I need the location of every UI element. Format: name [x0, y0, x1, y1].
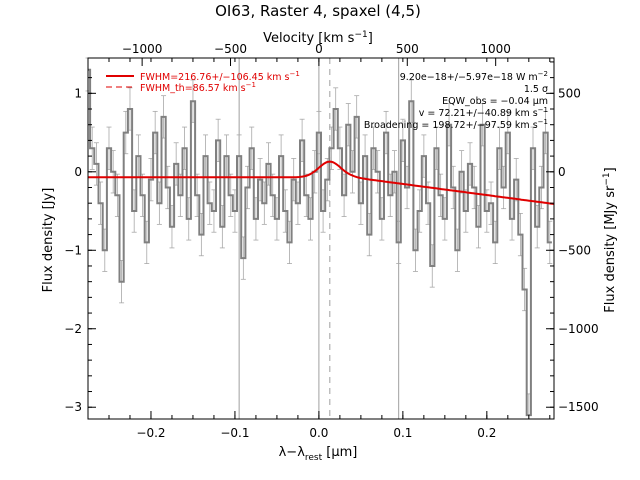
x-tick-label-2: 0.0 [309, 426, 328, 440]
right-tick-label-2: −500 [558, 243, 591, 257]
y-tick-label-2: −1 [64, 243, 82, 257]
plot-frame [87, 57, 555, 420]
right-tick-label-4: 500 [558, 86, 581, 100]
x-axis-title-sub: rest [305, 453, 323, 463]
right-tick-label-0: −1500 [558, 400, 599, 414]
annotation-velocity-text: v = 72.21+/−40.89 km s [419, 108, 538, 119]
right-axis-title-main: Flux density [MJy sr [603, 185, 618, 313]
ticks: −0.2 −0.1 0.0 0.1 0.2 −1000 −500 0 500 1000 −3 −2 −1… [64, 42, 598, 440]
top-tick-label-0: −1000 [122, 42, 163, 56]
fit-curve [88, 160, 555, 205]
y-tick-label-0: −3 [64, 400, 82, 414]
top-tick-label-3: 500 [396, 42, 419, 56]
data-step-line [88, 68, 552, 417]
x-axis-title-unit: [μm] [322, 445, 357, 460]
legend-entry-fit-label: FWHM=216.76+/−106.45 km s [140, 72, 290, 83]
right-tick-label-1: −1000 [558, 322, 599, 336]
y-tick-label-4: 1 [74, 86, 82, 100]
chart-title: OI63, Raster 4, spaxel (4,5) [215, 2, 421, 20]
fit-series [88, 160, 555, 205]
legend: FWHM=216.76+/−106.45 km s−1 FWHM_th=86.5… [106, 70, 300, 94]
annotation-velocity-sup: −1 [538, 106, 548, 114]
annotation-flux: 9.20e−18+/−5.97e−18 W m−2 [400, 70, 548, 83]
annotation-broadening-sup: −1 [538, 118, 548, 126]
x-tick-label-4: 0.2 [477, 426, 496, 440]
annotation-broadening: Broadening = 198.72+/−97.59 km s−1 [364, 118, 548, 131]
top-tick-label-2: 0 [315, 42, 323, 56]
legend-entry-thermal: FWHM_th=86.57 km s−1 [140, 81, 256, 94]
right-axis-title-end: ] [603, 167, 618, 172]
annotation-sigma: 1.5 σ [524, 84, 548, 95]
y-tick-label-3: 0 [74, 165, 82, 179]
annotation-flux-text: 9.20e−18+/−5.97e−18 W m [400, 72, 538, 83]
legend-entry-thermal-sup: −1 [246, 81, 256, 89]
top-axis-title-main: Velocity [km s [263, 31, 355, 46]
x-axis-title: λ−λrest [μm] [279, 445, 358, 463]
top-axis-title: Velocity [km s−1] [263, 30, 373, 46]
guide-lines [238, 58, 400, 419]
legend-entry-thermal-label: FWHM_th=86.57 km s [140, 83, 246, 94]
top-tick-label-4: 1000 [480, 42, 511, 56]
x-axis-title-main: λ−λ [279, 445, 306, 460]
right-axis-title-sup: −1 [602, 172, 612, 185]
y-tick-label-1: −2 [64, 322, 82, 336]
data-series [88, 68, 552, 417]
annotation-broadening-text: Broadening = 198.72+/−97.59 km s [364, 120, 538, 131]
annotation-eqw: EQW_obs = −0.04 μm [442, 96, 548, 107]
right-tick-label-3: 0 [558, 165, 566, 179]
axes [87, 57, 555, 420]
y-axis-title: Flux density [Jy] [41, 188, 56, 293]
x-tick-label-1: −0.1 [220, 426, 249, 440]
top-axis-title-end: ] [368, 31, 373, 46]
annotation-velocity: v = 72.21+/−40.89 km s−1 [419, 106, 548, 119]
annotations: 9.20e−18+/−5.97e−18 W m−2 1.5 σ EQW_obs … [364, 70, 548, 131]
legend-entry-fit-sup: −1 [290, 70, 300, 78]
top-axis-title-sup: −1 [354, 30, 367, 40]
annotation-flux-sup: −2 [538, 70, 548, 78]
x-tick-label-0: −0.2 [136, 426, 165, 440]
top-tick-label-1: −500 [214, 42, 247, 56]
x-tick-label-3: 0.1 [393, 426, 412, 440]
right-axis-title: Flux density [MJy sr−1] [602, 167, 618, 312]
legend-entry-fit: FWHM=216.76+/−106.45 km s−1 [140, 70, 300, 83]
